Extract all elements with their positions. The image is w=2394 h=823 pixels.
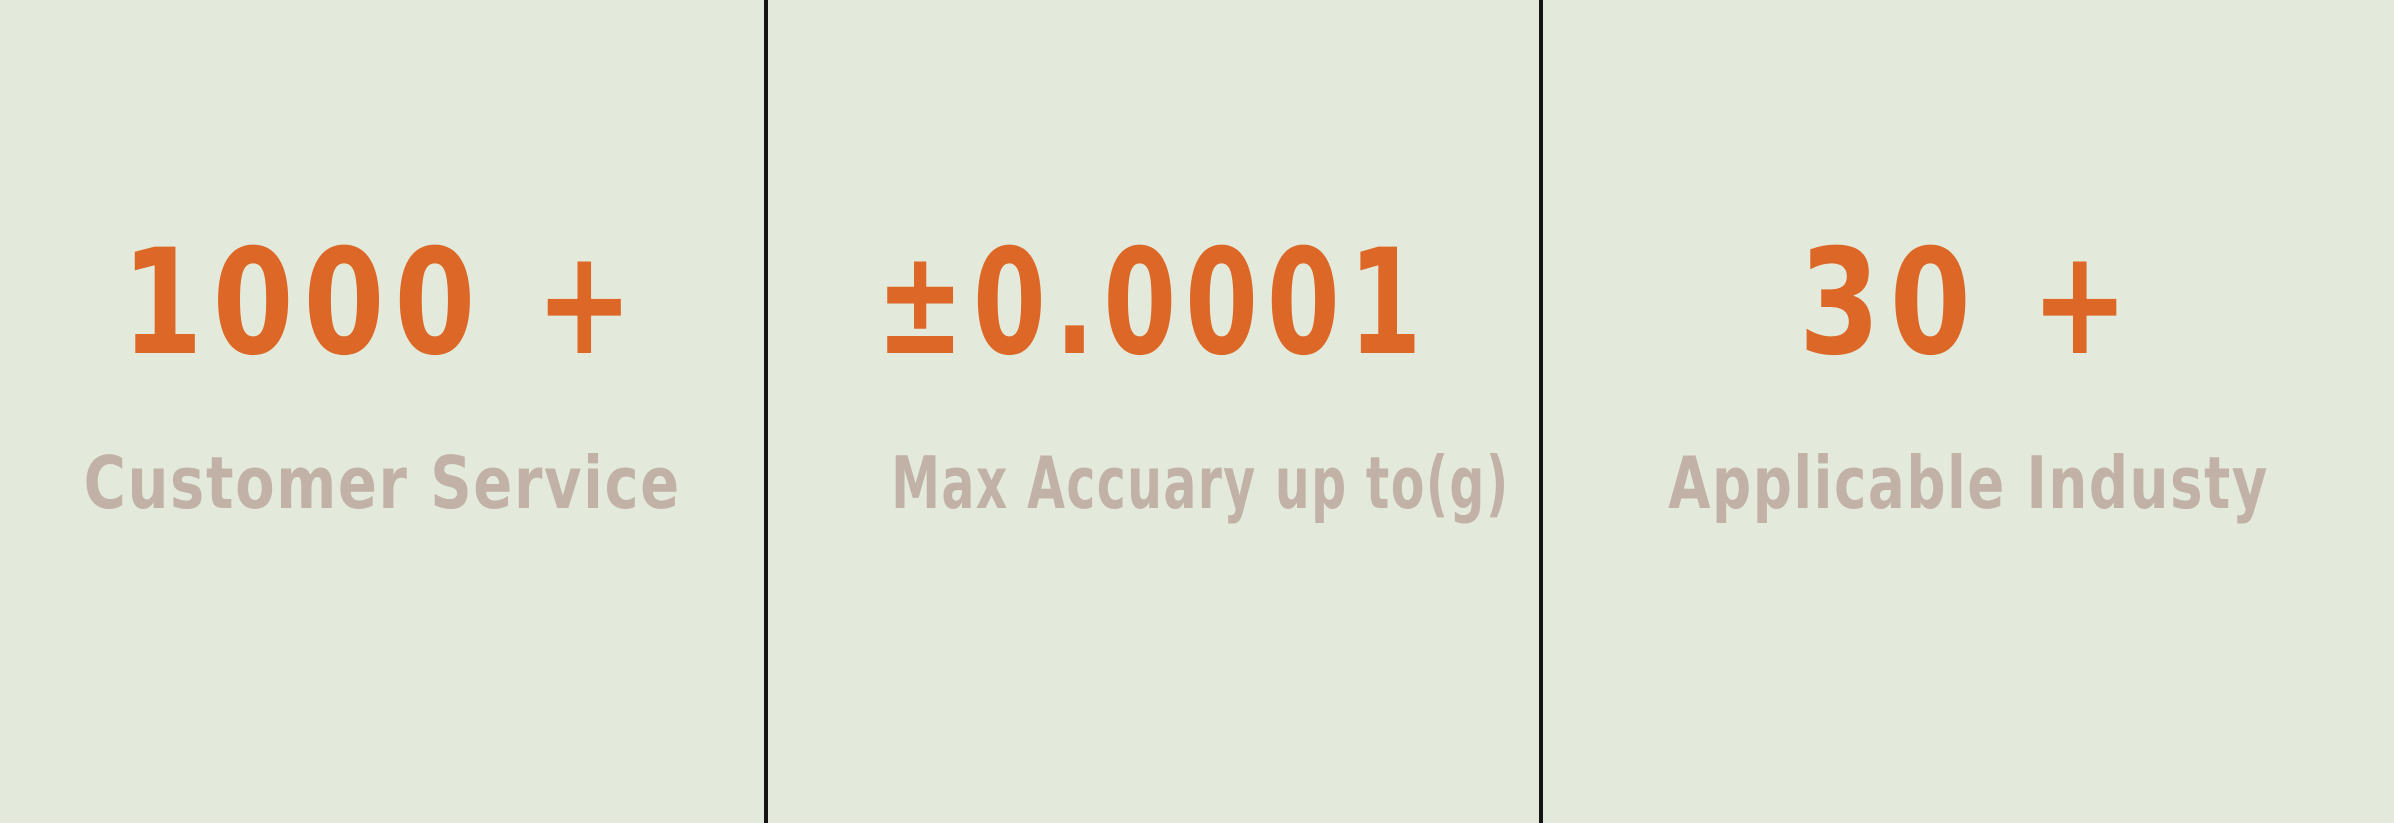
stat-max-accuracy: ±0.0001 Max Accuary up to(g) (768, 0, 1538, 823)
stat-customer-service: 1000 + Customer Service (0, 0, 764, 823)
stat-value: 30 + (1798, 218, 2139, 388)
stat-value: 1000 + (121, 218, 643, 388)
panel-divider (1538, 0, 1543, 823)
stat-label: Customer Service (83, 441, 681, 525)
panel-divider (764, 0, 769, 823)
stat-label: Applicable Industy (1667, 441, 2269, 525)
stat-value: ±0.0001 (876, 218, 1431, 388)
stat-applicable-industry: 30 + Applicable Industy (1543, 0, 2394, 823)
stat-label: Max Accuary up to(g) (891, 441, 1511, 525)
